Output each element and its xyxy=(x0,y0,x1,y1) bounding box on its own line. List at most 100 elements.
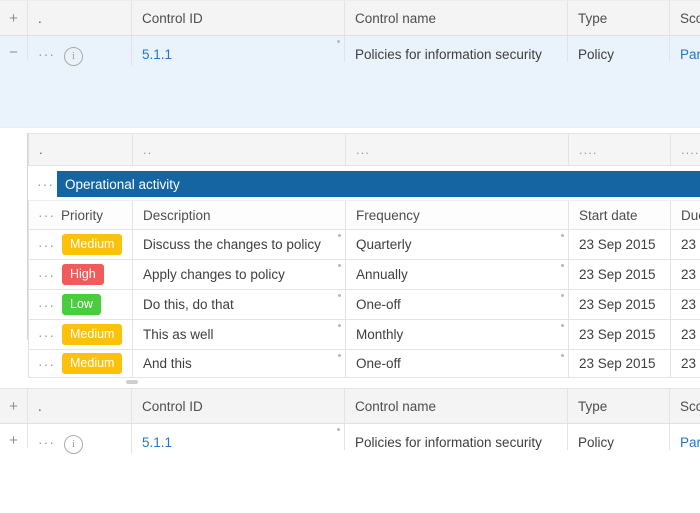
collapse-row-button[interactable]: − xyxy=(0,36,28,60)
expand-all-button[interactable]: + xyxy=(0,389,28,423)
control-name-column-header[interactable]: Control name xyxy=(345,1,568,35)
activity-description-cell[interactable]: Apply changes to policy xyxy=(133,260,346,289)
scope-column-header[interactable]: Scope xyxy=(680,398,700,414)
activity-section-title: Operational activity xyxy=(65,176,180,192)
activity-start-date-column-header[interactable]: Start date xyxy=(569,201,671,229)
activity-section-row: ··· Operational activity xyxy=(28,171,700,197)
placeholder-cell: .... xyxy=(569,134,671,165)
activity-priority-cell[interactable]: ··· Low xyxy=(29,290,133,319)
priority-badge: Medium xyxy=(62,323,123,346)
priority-badge: High xyxy=(62,263,104,286)
activity-priority-cell[interactable]: ··· Medium xyxy=(29,350,133,377)
activity-frequency-cell[interactable]: Annually xyxy=(346,260,569,289)
control-id-cell[interactable]: 5.1.1 xyxy=(132,424,345,450)
control-name-cell[interactable]: Policies for information security xyxy=(345,36,568,62)
row-menu-icon[interactable]: ··· xyxy=(38,326,55,343)
controls-header-top: + . Control ID Control name Type Scope xyxy=(0,0,700,36)
row-tools-cell: ··· i xyxy=(28,424,132,454)
activity-row[interactable]: ··· Medium And this One-off 23 Sep 2015 … xyxy=(28,350,700,378)
info-icon[interactable]: i xyxy=(64,435,83,454)
activity-due-date-cell[interactable]: 23 Sep 2015 xyxy=(681,297,700,312)
header-menu-icon[interactable]: ··· xyxy=(38,207,55,223)
priority-badge: Low xyxy=(62,293,101,316)
activity-frequency-cell[interactable]: One-off xyxy=(346,290,569,319)
row-menu-icon[interactable]: ··· xyxy=(38,296,55,313)
control-id-link[interactable]: 5.1.1 xyxy=(142,47,173,62)
priority-badge: Medium xyxy=(62,352,123,375)
activity-start-date-cell[interactable]: 23 Sep 2015 xyxy=(569,350,671,377)
control-row-expanded[interactable]: − ··· i 5.1.1 Policies for information s… xyxy=(0,36,700,128)
row-menu-icon[interactable]: ··· xyxy=(38,355,55,372)
row-marker-column-header: . xyxy=(28,1,132,35)
type-cell[interactable]: Policy xyxy=(568,36,670,62)
activity-description-cell[interactable]: Do this, do that xyxy=(133,290,346,319)
activity-priority-column-header[interactable]: ··· Priority xyxy=(29,201,133,229)
activity-due-date-cell[interactable]: 23 Sep 2015 xyxy=(681,327,700,342)
activity-start-date-cell[interactable]: 23 Sep 2015 xyxy=(569,260,671,289)
activity-start-date-cell[interactable]: 23 Sep 2015 xyxy=(569,320,671,349)
row-menu-icon[interactable]: ··· xyxy=(38,236,55,253)
expand-row-button[interactable]: + xyxy=(0,424,28,448)
control-name-column-header[interactable]: Control name xyxy=(345,389,568,423)
control-id-cell[interactable]: 5.1.1 xyxy=(132,36,345,62)
row-marker-column-header: . xyxy=(28,389,132,423)
scope-link[interactable]: Par xyxy=(680,47,700,62)
activity-description-cell[interactable]: And this xyxy=(133,350,346,377)
scope-cell[interactable]: Par xyxy=(670,36,700,62)
activity-row[interactable]: ··· High Apply changes to policy Annuall… xyxy=(28,260,700,290)
scope-column-header[interactable]: Scope xyxy=(680,10,700,26)
activity-section-title-bar[interactable]: Operational activity xyxy=(57,171,700,197)
info-icon[interactable]: i xyxy=(64,47,83,66)
scope-cell[interactable]: Par xyxy=(670,424,700,450)
activity-frequency-cell[interactable]: Quarterly xyxy=(346,230,569,259)
expand-all-button[interactable]: + xyxy=(0,1,28,35)
control-id-column-header[interactable]: Control ID xyxy=(132,389,345,423)
row-tools-cell: ··· i xyxy=(28,36,132,66)
activity-due-date-cell[interactable]: 23 Sep 2015 xyxy=(681,237,700,252)
placeholder-cell: .. xyxy=(133,134,346,165)
placeholder-cell: ..... xyxy=(681,142,700,157)
nested-block-guide-line xyxy=(27,133,28,340)
activity-priority-cell[interactable]: ··· Medium xyxy=(29,320,133,349)
type-column-header[interactable]: Type xyxy=(568,389,670,423)
activity-row[interactable]: ··· Medium Discuss the changes to policy… xyxy=(28,230,700,260)
row-menu-icon[interactable]: ··· xyxy=(38,266,55,283)
activity-frequency-cell[interactable]: Monthly xyxy=(346,320,569,349)
priority-badge: Medium xyxy=(62,233,123,256)
control-row-collapsed[interactable]: + ··· i 5.1.1 Policies for information s… xyxy=(0,424,700,513)
activity-frequency-cell[interactable]: One-off xyxy=(346,350,569,377)
activity-due-date-cell[interactable]: 23 Sep 2015 xyxy=(681,356,700,371)
control-id-column-header[interactable]: Control ID xyxy=(132,1,345,35)
section-menu-icon: ··· xyxy=(37,176,54,192)
minus-icon: − xyxy=(9,44,18,60)
type-cell[interactable]: Policy xyxy=(568,424,670,450)
plus-icon: + xyxy=(9,9,18,27)
activity-row[interactable]: ··· Low Do this, do that One-off 23 Sep … xyxy=(28,290,700,320)
activity-frequency-column-header[interactable]: Frequency xyxy=(346,201,569,229)
row-menu-icon[interactable]: ··· xyxy=(38,46,55,62)
type-column-header[interactable]: Type xyxy=(568,1,670,35)
controls-header-bottom: + . Control ID Control name Type Scope xyxy=(0,388,700,424)
collapsed-placeholder-row[interactable]: . .. ... .... ..... xyxy=(28,133,700,166)
activity-priority-cell[interactable]: ··· Medium xyxy=(29,230,133,259)
activity-start-date-cell[interactable]: 23 Sep 2015 xyxy=(569,290,671,319)
activity-due-date-cell[interactable]: 23 Sep 2015 xyxy=(681,267,700,282)
activity-start-date-cell[interactable]: 23 Sep 2015 xyxy=(569,230,671,259)
activity-description-cell[interactable]: Discuss the changes to policy xyxy=(133,230,346,259)
control-name-cell[interactable]: Policies for information security xyxy=(345,424,568,450)
placeholder-cell: . xyxy=(29,134,133,165)
control-id-link[interactable]: 5.1.1 xyxy=(142,435,173,450)
activity-row[interactable]: ··· Medium This as well Monthly 23 Sep 2… xyxy=(28,320,700,350)
plus-icon: + xyxy=(9,432,18,448)
plus-icon: + xyxy=(9,397,18,415)
activity-description-column-header[interactable]: Description xyxy=(133,201,346,229)
activity-priority-cell[interactable]: ··· High xyxy=(29,260,133,289)
row-menu-icon[interactable]: ··· xyxy=(38,434,55,450)
activity-section-menu-cell[interactable]: ··· xyxy=(28,171,57,197)
activity-header-row: ··· Priority Description Frequency Start… xyxy=(28,200,700,230)
activity-description-cell[interactable]: This as well xyxy=(133,320,346,349)
scope-link[interactable]: Par xyxy=(680,435,700,450)
horizontal-scrollbar-thumb[interactable] xyxy=(126,380,138,384)
activity-due-date-column-header[interactable]: Due date xyxy=(681,207,700,223)
